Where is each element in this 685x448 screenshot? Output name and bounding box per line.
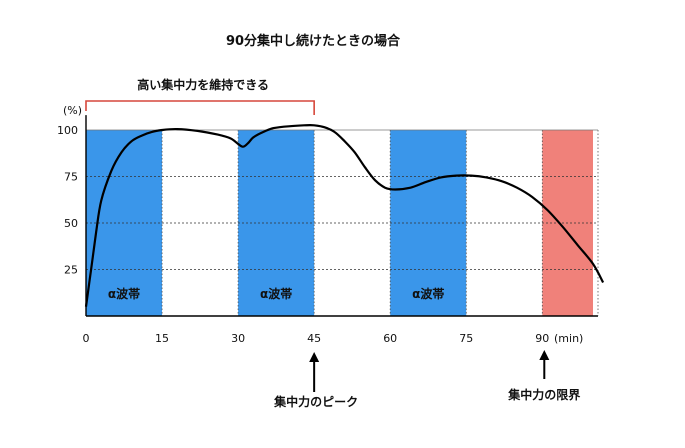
axes-layer — [85, 115, 598, 317]
x-tick-label: 0 — [83, 332, 90, 345]
y-tick-label: 100 — [57, 124, 78, 137]
x-tick-label: 15 — [155, 332, 169, 345]
x-tick-label: 90 — [535, 332, 549, 345]
curve-layer — [84, 124, 605, 307]
alpha-band-label: α波帯 — [260, 286, 292, 301]
peak-arrow-head — [309, 352, 320, 362]
sustained-focus-label: 高い集中力を維持できる — [137, 77, 269, 92]
alpha-bands-layer — [86, 130, 593, 316]
y-tick-label: 50 — [64, 217, 78, 230]
x-tick-label: 45 — [307, 332, 321, 345]
y-tick-label: 25 — [64, 264, 78, 277]
chart-title: 90分集中し続けたときの場合 — [226, 33, 401, 49]
x-axis-unit-label: (min) — [554, 332, 583, 345]
peak-label: 集中力のピーク — [273, 394, 358, 409]
x-tick-label: 75 — [459, 332, 473, 345]
labels-layer: α波帯 α波帯 α波帯 25 50 75 100 0 15 30 45 60 75 90 — [57, 124, 549, 345]
grid-layer — [86, 129, 599, 316]
limit-arrow-head — [539, 350, 550, 360]
y-axis-unit-label: (%) — [63, 104, 82, 117]
alpha-band-label: α波帯 — [412, 286, 444, 301]
x-tick-label: 60 — [383, 332, 397, 345]
x-tick-label: 30 — [231, 332, 245, 345]
sustained-focus-bracket — [85, 100, 315, 115]
y-tick-label: 75 — [64, 171, 78, 184]
limit-label: 集中力の限界 — [507, 387, 580, 402]
alpha-band-label: α波帯 — [108, 286, 140, 301]
concentration-curve — [84, 124, 605, 307]
